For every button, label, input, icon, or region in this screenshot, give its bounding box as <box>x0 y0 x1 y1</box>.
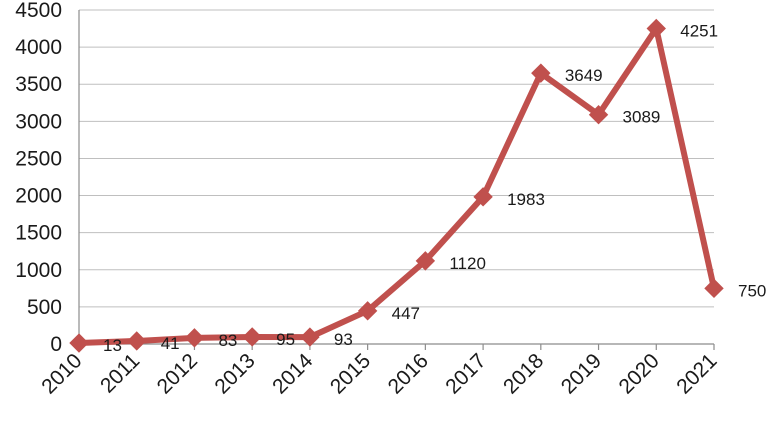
data-label: 41 <box>161 334 180 353</box>
data-label: 93 <box>334 330 353 349</box>
gridlines <box>79 9 714 308</box>
y-tick-label: 4000 <box>15 36 62 59</box>
data-label: 1983 <box>507 190 545 209</box>
data-label: 3649 <box>565 66 603 85</box>
data-point-marker <box>704 278 724 299</box>
data-label: 13 <box>103 336 122 355</box>
x-tick-label: 2012 <box>153 349 202 398</box>
data-label: 83 <box>218 331 237 350</box>
y-tick-label: 1500 <box>15 222 62 245</box>
data-label: 447 <box>392 304 420 323</box>
y-tick-label: 1000 <box>15 259 62 282</box>
data-point-marker <box>531 63 551 83</box>
data-label: 750 <box>738 281 766 300</box>
data-point-marker <box>415 251 436 271</box>
data-point-marker <box>357 301 378 321</box>
data-label: 95 <box>276 330 295 349</box>
x-tick-label: 2011 <box>96 349 144 397</box>
data-point-marker <box>69 333 89 353</box>
data-point-marker <box>473 187 493 207</box>
data-point-marker <box>646 18 666 39</box>
x-tick-label: 2016 <box>384 349 433 398</box>
y-axis-ticks: 0 500 1000 1500 2000 2500 3000 3500 4000 4500 <box>15 0 62 356</box>
data-point-marker <box>300 327 320 347</box>
data-label: 3089 <box>623 108 661 127</box>
y-tick-label: 500 <box>27 296 62 319</box>
x-tick-label: 2015 <box>326 349 375 398</box>
x-tick-label: 2013 <box>210 349 259 398</box>
x-tick-label: 2021 <box>672 349 721 398</box>
axes <box>78 10 714 345</box>
y-tick-label: 2000 <box>15 185 62 208</box>
data-label: 1120 <box>449 254 486 273</box>
y-tick-label: 3500 <box>15 73 62 96</box>
series-layer <box>69 18 724 353</box>
x-tick-label: 2018 <box>499 349 548 398</box>
data-point-marker <box>127 331 147 351</box>
data-point-marker <box>588 105 609 125</box>
x-tick-label: 2010 <box>37 349 86 398</box>
x-tick-label: 2020 <box>615 349 664 398</box>
y-tick-label: 3000 <box>15 110 62 133</box>
x-tick-label: 2019 <box>557 349 606 398</box>
y-tick-label: 4500 <box>15 0 62 22</box>
data-point-marker <box>184 328 205 348</box>
x-tick-label: 2014 <box>268 349 318 399</box>
data-label: 4251 <box>680 21 718 40</box>
x-axis-ticks: 2010 2011 2012 2013 2014 2015 2016 2017 2018 2019… <box>37 344 722 399</box>
series-line <box>76 25 717 347</box>
x-tick-label: 2017 <box>441 349 490 398</box>
data-point-marker <box>242 327 262 347</box>
data-labels: 13 41 83 95 93 447 1120 1983 3649 3089 4251 750 <box>103 21 766 355</box>
y-tick-label: 0 <box>50 333 62 356</box>
y-tick-label: 2500 <box>15 147 62 170</box>
